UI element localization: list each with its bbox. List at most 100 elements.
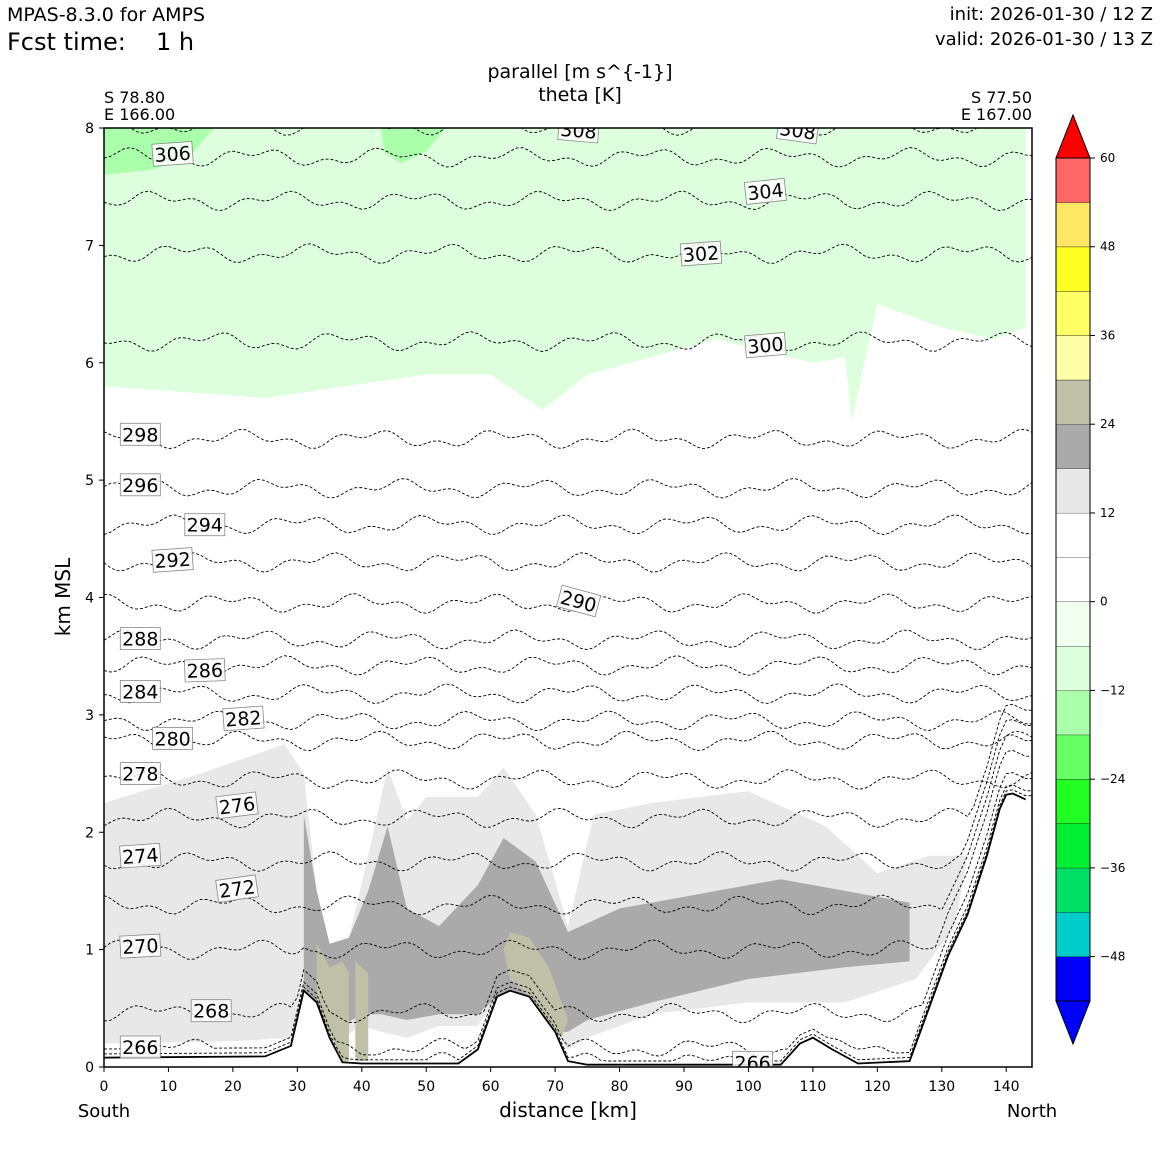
colorbar-tick-label: −36 [1100,861,1125,875]
x-tick-label: 30 [288,1079,306,1095]
theta-label-box [743,177,787,205]
theta-contour-298 [104,428,1032,450]
theta-label: 290 [555,584,602,618]
colorbar-segment [1056,246,1090,292]
theta-contour-296 [104,477,1032,499]
theta-label: 294 [184,513,226,537]
theta-label-box [119,1035,161,1059]
x-axis-label: distance [km] [499,1098,637,1122]
theta-label-box [151,141,194,167]
theta-contour-300 [104,331,1032,352]
theta-label-text: 274 [122,844,160,868]
theta-label-text: 308 [778,118,817,145]
theta-label: 266 [732,1050,773,1074]
theta-label: 286 [184,658,226,683]
y-tick-label: 2 [85,825,94,841]
theta-label-box [732,1050,773,1067]
x-tick-label: 80 [611,1079,629,1095]
colorbar-tick-label: 24 [1100,417,1115,431]
colorbar-tick-label: −48 [1100,950,1125,964]
theta-label: 272 [215,874,259,903]
y-tick-label: 5 [85,473,94,489]
theta-label-text: 266 [734,1052,770,1074]
theta-label-text: 302 [682,242,720,266]
theta-contour-286 [104,655,1032,676]
theta-label: 280 [152,727,194,750]
theta-label-box [119,842,162,869]
theta-label: 292 [151,547,194,573]
y-tick-label: 4 [85,591,94,607]
theta-contour-304 [104,190,1032,212]
theta-contour-280 [104,730,1032,752]
init-time: init: 2026-01-30 / 12 Z [949,4,1153,25]
wind-region [303,814,910,1032]
theta-contour-270 [104,749,1032,961]
valid-time: valid: 2026-01-30 / 13 Z [935,29,1153,50]
wind-region [316,943,349,1062]
colorbar-segment [1056,468,1090,513]
colorbar-tick-label: 60 [1100,151,1115,165]
theta-label-text: 278 [122,764,158,786]
theta-label: 300 [744,331,787,359]
terrain-fill [104,793,1032,1067]
x-tick-label: 50 [417,1079,435,1095]
colorbar-segment [1056,158,1090,203]
theta-label-box [119,933,162,959]
y-tick-label: 6 [85,356,94,372]
theta-contour-306 [104,147,1032,168]
theta-label-text: 280 [154,728,190,750]
theta-contour-266 [104,789,1032,1062]
axes: 0 10 20 30 40 50 60 70 80 90 100 110 120 130 140 0 1 2 3 4 5… [85,121,1020,1095]
theta-contour-276 [104,703,1032,829]
theta-contour-272 [104,734,1032,916]
theta-label-text: 266 [122,1037,158,1059]
theta-label: 268 [190,999,232,1023]
y-tick-label: 8 [85,121,94,137]
x-tick-label: 0 [100,1079,109,1095]
colorbar-segment [1056,646,1090,691]
theta-label-text: 282 [225,707,263,731]
wind-fill-layer [104,128,1026,1064]
theta-label-box [222,705,265,732]
theta-label-text: 276 [218,793,257,819]
theta-label-box [775,128,820,145]
theta-label-text: 288 [122,629,158,651]
theta-label-box [119,680,161,703]
colorbar-segment [1056,601,1090,647]
theta-label-text: 286 [186,660,223,683]
theta-contour-288 [104,629,1032,651]
colorbar-segment [1056,779,1090,824]
colorbar-segment [1056,335,1090,380]
theta-contour-284 [104,683,1032,705]
theta-label-box [215,791,259,820]
colorbar-under-arrow [1055,1000,1091,1046]
theta-contour-268 [104,772,1032,1024]
theta-label: 296 [119,473,161,497]
theta-label: 308 [775,118,820,145]
colorbar-segment [1056,956,1090,1001]
colorbar-over-arrow [1055,113,1091,159]
theta-label-box [151,547,194,573]
theta-label-text: 308 [559,119,597,144]
theta-label-text: 294 [187,515,223,537]
fill-title: parallel [m s^{-1}] [487,61,672,83]
colorbar-tick-label: 36 [1100,328,1115,342]
theta-label-box [679,240,723,267]
end-lon: E 167.00 [961,105,1032,124]
colorbar-tick-label: 48 [1100,240,1115,254]
theta-label: 298 [119,422,161,446]
theta-label: 276 [215,791,259,820]
theta-contour-302 [104,243,1032,264]
model-title: MPAS-8.3.0 for AMPS [7,4,206,26]
theta-label: 282 [222,705,265,732]
y-tick-label: 1 [85,943,94,959]
terrain-layer [104,792,1032,1067]
colorbar-segment [1056,734,1090,780]
colorbar: −48 −36 −24 −12 0 12 24 36 48 60 [1055,113,1125,1046]
x-tick-label: 40 [353,1079,371,1095]
x-tick-label: 140 [993,1079,1020,1095]
wind-region [104,128,1026,422]
colorbar-segment [1056,823,1090,868]
fcst-label: Fcst time: [7,28,126,56]
